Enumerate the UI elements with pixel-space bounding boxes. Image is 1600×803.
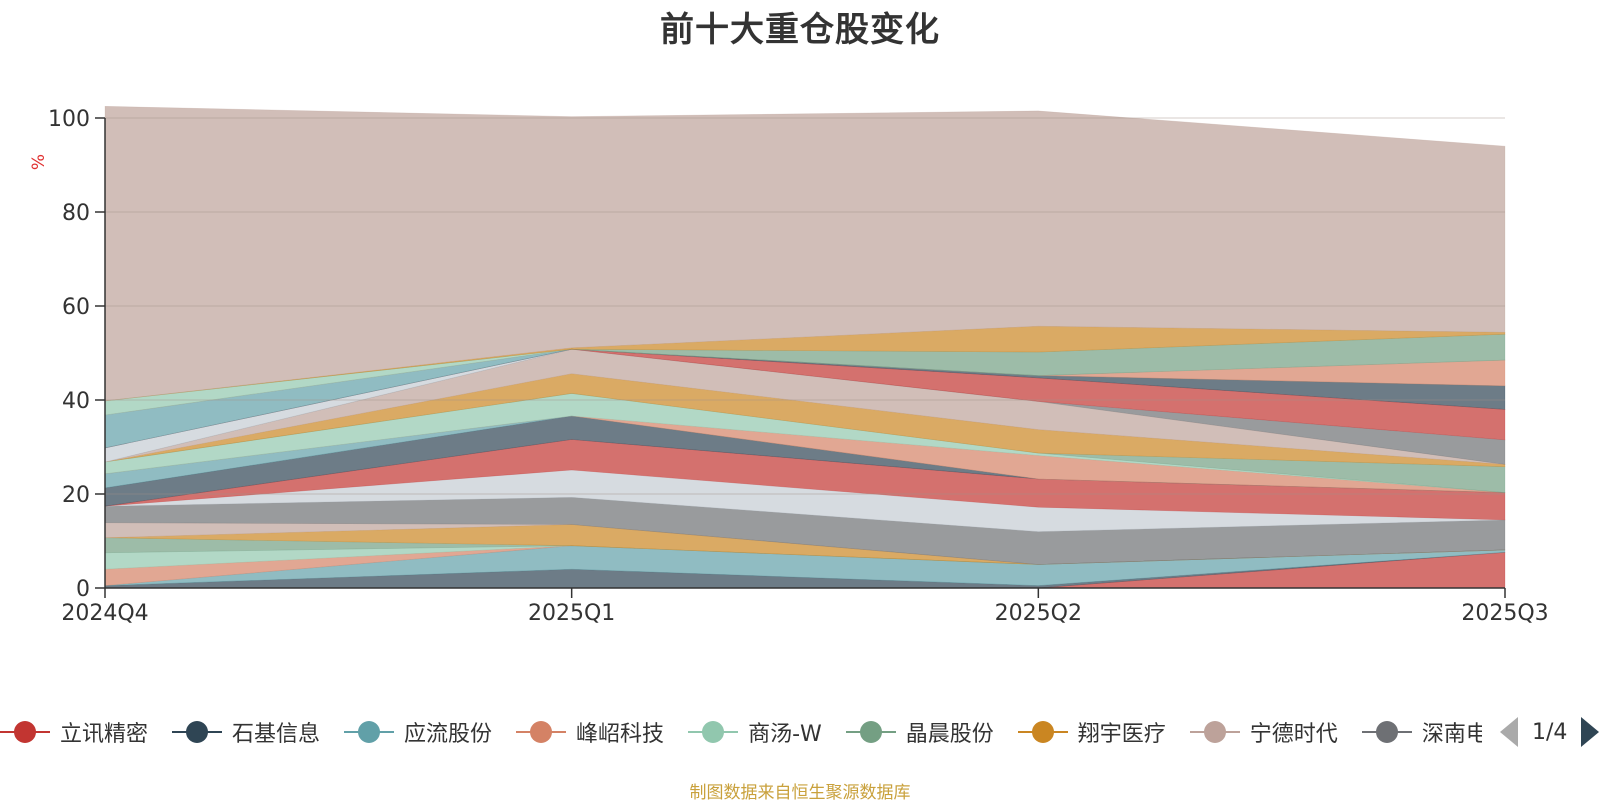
legend-pager: 1/4 xyxy=(1500,717,1600,747)
legend-next-page-icon[interactable] xyxy=(1581,717,1600,747)
y-tick-label: 60 xyxy=(62,295,90,320)
area-series-26[interactable] xyxy=(104,325,1506,402)
legend-item[interactable]: 商汤-W xyxy=(688,714,822,750)
legend-label: 翔宇医疗 xyxy=(1077,722,1166,747)
y-tick-label: 80 xyxy=(62,201,90,226)
legend-item[interactable]: 晶晨股份 xyxy=(845,714,994,750)
legend-label: 晶晨股份 xyxy=(905,722,994,747)
legend-label: 立讯精密 xyxy=(60,722,149,747)
x-tick-label: 2025Q1 xyxy=(528,601,615,626)
legend-marker-icon xyxy=(344,714,395,750)
y-tick-label: 100 xyxy=(48,107,90,132)
x-tick-label: 2024Q4 xyxy=(61,601,148,626)
legend-marker-icon xyxy=(0,714,50,750)
legend-item[interactable]: 峰岹科技 xyxy=(516,714,664,750)
grid-layer xyxy=(105,117,1505,495)
area-series-8[interactable] xyxy=(104,496,1506,565)
y-axis-label: % xyxy=(29,154,49,170)
legend-item[interactable]: 石基信息 xyxy=(172,714,320,750)
area-series-27[interactable] xyxy=(104,105,1506,402)
axis-layer: 0 20 40 60 80 100 2024Q4 2025Q1 2025Q2 2025Q3 xyxy=(48,107,1549,626)
legend-prev-page-icon[interactable] xyxy=(1500,717,1518,747)
legend-marker-icon xyxy=(516,714,567,750)
legend-marker-icon xyxy=(1189,714,1240,750)
y-tick-label: 40 xyxy=(62,389,90,414)
legend-marker-icon xyxy=(1361,714,1412,750)
legend-marker-icon xyxy=(688,714,739,750)
legend-label: 商汤-W xyxy=(748,722,822,747)
area-series-10[interactable] xyxy=(104,439,1506,521)
area-series-15[interactable] xyxy=(104,393,1506,493)
x-tick-label: 2025Q3 xyxy=(1461,601,1548,626)
legend-label: 石基信息 xyxy=(232,722,321,747)
area-series-layer xyxy=(104,105,1506,589)
legend-label: 深南电路 xyxy=(1421,722,1482,747)
legend-marker-icon xyxy=(845,714,896,750)
y-tick-label: 0 xyxy=(76,577,90,602)
legend: 立讯精密 石基信息 应流股份 峰岹科技 商汤-W 晶晨股份 翔宇医疗 宁德时代 深南电路 xyxy=(0,714,1482,750)
legend-marker-icon xyxy=(1017,714,1068,750)
x-tick-label: 2025Q2 xyxy=(995,601,1082,626)
legend-item[interactable]: 翔宇医疗 xyxy=(1017,714,1166,750)
y-tick-label: 20 xyxy=(62,483,90,508)
legend-label: 峰岹科技 xyxy=(576,722,665,747)
area-series-14[interactable] xyxy=(104,393,1506,493)
legend-item[interactable]: 应流股份 xyxy=(344,714,492,750)
legend-marker-icon xyxy=(172,714,223,750)
legend-label: 应流股份 xyxy=(404,722,493,747)
legend-item[interactable]: 立讯精密 xyxy=(0,714,148,750)
source-note: 制图数据来自恒生聚源数据库 xyxy=(689,783,911,803)
legend-item[interactable]: 宁德时代 xyxy=(1189,714,1338,750)
legend-label: 宁德时代 xyxy=(1249,722,1338,747)
chart-plot: 0 20 40 60 80 100 2024Q4 2025Q1 2025Q2 2025Q3 % xyxy=(29,105,1549,626)
legend-item[interactable]: 深南电路 xyxy=(1361,714,1482,750)
legend-page-indicator: 1/4 xyxy=(1532,719,1568,745)
chart-title: 前十大重仓股变化 xyxy=(660,10,940,50)
